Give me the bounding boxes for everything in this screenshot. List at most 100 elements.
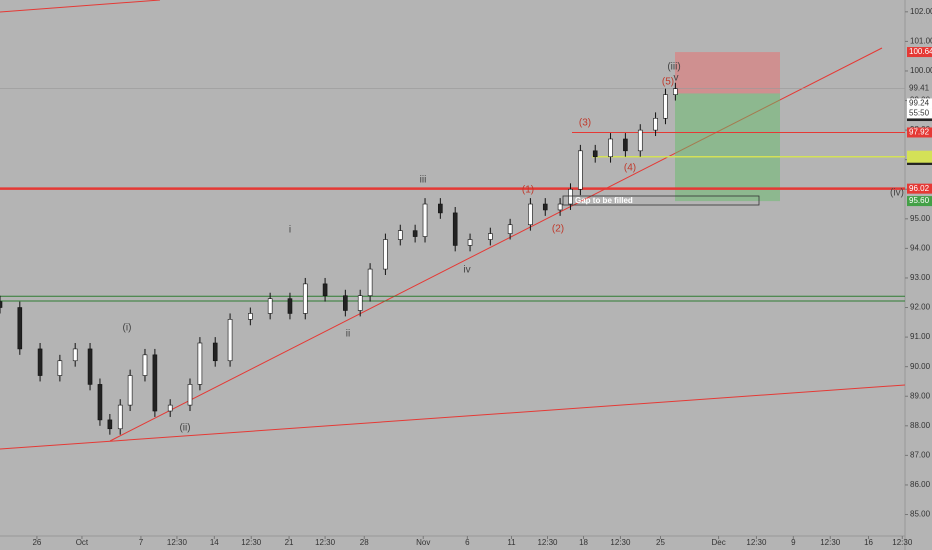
y-tick-label: 93.00 — [910, 273, 931, 282]
x-tick-label: 7 — [139, 538, 144, 547]
wave-label: ii — [346, 329, 350, 340]
x-tick-label: 11 — [507, 538, 516, 547]
candle-body — [568, 188, 573, 205]
x-tick-label: 6 — [465, 538, 470, 547]
target-zone — [675, 93, 780, 202]
wave-label: (ii) — [179, 423, 190, 434]
candle-body — [117, 404, 123, 430]
candle-body — [557, 203, 563, 211]
candle-body — [17, 307, 23, 350]
y-tick-label: 92.00 — [910, 303, 931, 312]
candle-body — [322, 283, 328, 296]
candle-body — [673, 88, 678, 95]
price-label-box — [907, 47, 932, 58]
trend-line — [0, 384, 906, 450]
candle-body — [167, 404, 173, 412]
wave-label: (2) — [552, 224, 564, 235]
candle-body — [187, 384, 193, 406]
candle-body — [578, 150, 583, 190]
candle-body — [87, 348, 93, 385]
countdown-box — [907, 108, 932, 119]
x-tick-label: 12:30 — [892, 538, 913, 547]
price-label: 96.02 — [909, 184, 930, 193]
wave-label: (5) — [662, 77, 674, 88]
y-tick-label: 94.00 — [910, 243, 931, 252]
candle-body — [608, 138, 613, 158]
candle-body — [37, 348, 43, 376]
x-tick-label: 18 — [579, 538, 588, 547]
candle-body — [528, 203, 533, 226]
y-tick-label: 87.00 — [910, 450, 931, 459]
candle-body — [248, 313, 253, 320]
wave-label: (iii) — [667, 62, 680, 73]
trend-line — [0, 0, 161, 13]
candle-body — [197, 342, 203, 385]
candle-body — [592, 150, 598, 158]
x-tick-label: 14 — [210, 538, 219, 547]
wave-label: iv — [463, 265, 470, 276]
wave-label: v — [674, 73, 679, 84]
y-tick-label: 101.00 — [910, 37, 932, 46]
price-label: 100.64 — [909, 47, 932, 56]
x-tick-label: 9 — [791, 538, 796, 547]
candle-body — [357, 295, 363, 311]
price-label-box — [907, 127, 932, 138]
x-tick-label: 12:30 — [746, 538, 767, 547]
candle-body — [623, 138, 628, 152]
y-tick-label: 85.00 — [910, 510, 931, 519]
x-tick-label: 25 — [656, 538, 665, 547]
candle-body — [57, 360, 63, 376]
candle-body — [212, 342, 218, 362]
candle-body — [267, 298, 273, 314]
candle-body — [107, 419, 113, 430]
y-tick-label: 91.00 — [910, 332, 931, 341]
candle-body — [663, 94, 668, 119]
candle-body — [412, 230, 418, 237]
wave-label: (i) — [123, 323, 132, 334]
wave-label: (1) — [522, 185, 534, 196]
y-tick-label: 102.00 — [910, 7, 932, 16]
y-tick-label: 95.00 — [910, 214, 931, 223]
candle-body — [422, 203, 428, 237]
x-tick-label: 12:30 — [241, 538, 262, 547]
candle-body — [127, 375, 133, 406]
gap-box — [562, 195, 760, 206]
x-tick-label: 12:30 — [537, 538, 558, 547]
candle-body — [653, 117, 658, 131]
y-tick-label: 86.00 — [910, 480, 931, 489]
candle-body — [637, 129, 643, 152]
price-label: 95.60 — [909, 196, 930, 205]
candle-body — [367, 268, 373, 296]
price-label-box — [907, 183, 932, 194]
x-tick-label: 12:30 — [820, 538, 841, 547]
x-tick-label: 12:30 — [610, 538, 631, 547]
candle-body — [467, 239, 473, 246]
price-label-box — [907, 83, 932, 94]
stop-zone — [675, 52, 780, 94]
y-tick-label: 90.00 — [910, 362, 931, 371]
candle-body — [142, 354, 148, 376]
x-tick-label: 28 — [360, 538, 369, 547]
candle-body — [0, 301, 3, 308]
wave-label: (iv) — [890, 188, 904, 199]
candle-body — [507, 224, 513, 234]
price-label-box — [907, 98, 932, 109]
candle-body — [97, 384, 103, 421]
y-tick-label: 100.00 — [910, 66, 932, 75]
level-label-box — [907, 150, 932, 163]
y-tick-label: 88.00 — [910, 421, 931, 430]
gap-label: Gap to be filled — [575, 196, 633, 205]
candle-body — [72, 348, 78, 362]
x-tick-label: 16 — [864, 538, 873, 547]
candle-body — [287, 298, 293, 314]
x-tick-label: 21 — [285, 538, 294, 547]
countdown: 55:50 — [909, 109, 930, 118]
wave-label: iii — [420, 175, 427, 186]
candle-body — [302, 283, 308, 314]
candle-body — [227, 319, 233, 362]
price-label: 99.41 — [909, 84, 930, 93]
x-tick-label: 12:30 — [315, 538, 336, 547]
x-tick-label: 12:30 — [167, 538, 188, 547]
price-label: 99.24 — [909, 99, 930, 108]
